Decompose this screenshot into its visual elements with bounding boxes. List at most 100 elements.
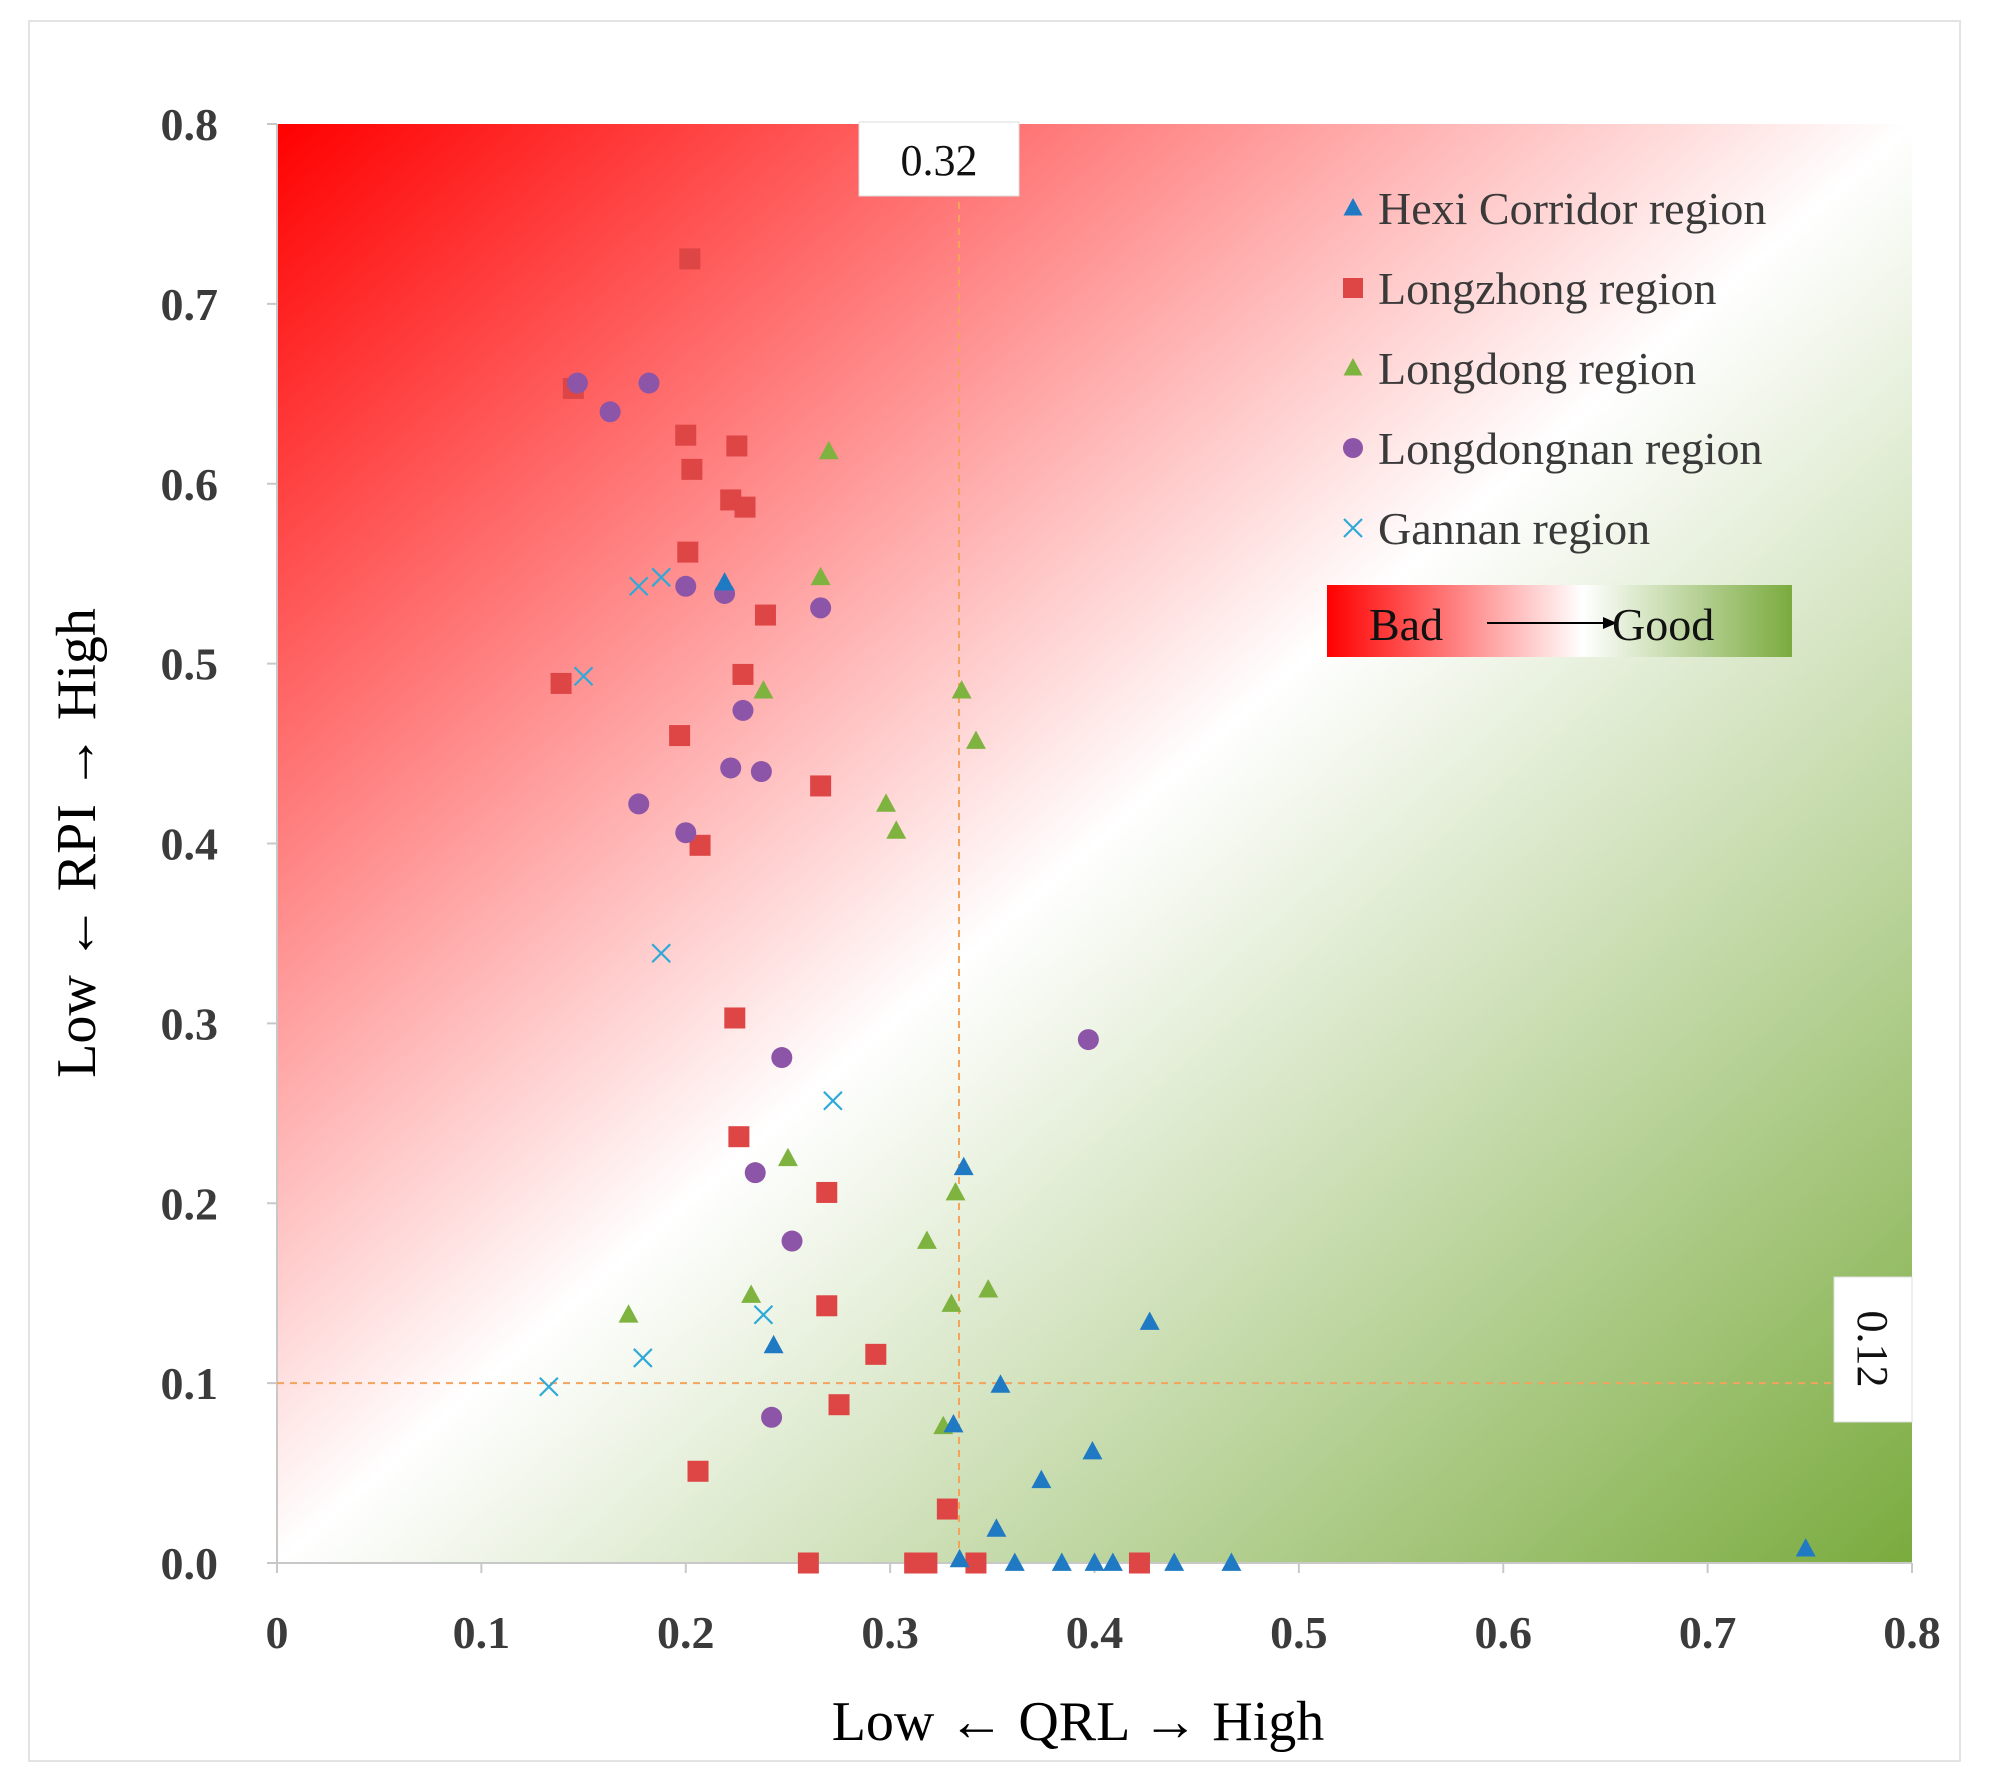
y-tick-label: 0.8: [161, 99, 219, 150]
scale-gradient-bar: [1327, 585, 1792, 657]
point-longdong-region: [916, 1230, 937, 1249]
point-longdongnan-region: [628, 793, 650, 815]
point-longdongnan-region: [675, 575, 697, 597]
legend-marker-longdongnan-region: [1343, 438, 1363, 458]
point-longdongnan-region: [675, 822, 697, 844]
y-tick-label: 0.1: [161, 1358, 219, 1409]
point-longzhong-region: [865, 1343, 887, 1365]
point-longzhong-region: [816, 1181, 838, 1203]
point-longzhong-region: [828, 1394, 850, 1416]
point-longzhong-region: [724, 1007, 746, 1029]
point-longdongnan-region: [720, 757, 742, 779]
scale-arrowhead: [1603, 617, 1617, 629]
point-gannan-region-stroke: [823, 1090, 843, 1111]
point-longdongnan-region: [1077, 1029, 1099, 1051]
point-longzhong-region: [734, 496, 756, 518]
point-hexi-corridor-region: [953, 1156, 974, 1176]
x-tick-label: 0.5: [1270, 1607, 1328, 1658]
point-longzhong-region: [754, 604, 776, 626]
x-tick-label: 0.6: [1475, 1607, 1533, 1658]
point-longdong-region: [876, 793, 897, 812]
y-tick-label: 0.7: [161, 279, 219, 330]
point-gannan-region: [651, 943, 672, 964]
point-longdongnan-region: [638, 372, 660, 394]
point-longdong-region: [741, 1284, 762, 1303]
point-hexi-corridor-region: [714, 572, 735, 591]
data-points: [539, 248, 1816, 1574]
point-gannan-region-stroke: [573, 666, 594, 686]
point-longdong-region: [978, 1279, 999, 1298]
point-gannan-region: [539, 1376, 559, 1397]
point-longdongnan-region: [810, 597, 832, 619]
y-axis-ticks: 0.0 0.1 0.2 0.3 0.4 0.5 0.6 0.7 0.8: [161, 99, 277, 1589]
x-tick-label: 0: [266, 1607, 289, 1658]
point-hexi-corridor-region: [763, 1334, 784, 1354]
legend-label-gannan-region: Gannan region: [1378, 503, 1650, 554]
point-hexi-corridor-region: [1084, 1552, 1105, 1571]
y-tick-label: 0.2: [161, 1178, 219, 1229]
point-longdongnan-region: [732, 699, 754, 721]
point-hexi-corridor-region: [1164, 1552, 1185, 1571]
point-hexi-corridor-region: [949, 1548, 970, 1568]
point-longdongnan-region: [761, 1406, 783, 1428]
point-gannan-region-stroke: [633, 1348, 653, 1368]
point-longzhong-region: [916, 1552, 938, 1574]
legend-label-longdongnan-region: Longdongnan region: [1378, 423, 1763, 474]
legend-label-longdong-region: Longdong region: [1378, 343, 1696, 394]
point-longzhong-region: [965, 1552, 987, 1574]
legend-marker-gannan-region-stroke: [1343, 518, 1363, 538]
ref-callout-x-label: 0.32: [901, 136, 978, 185]
point-hexi-corridor-region: [943, 1413, 964, 1433]
x-axis-title: Low ← QRL → High: [832, 1691, 1325, 1753]
point-hexi-corridor-region: [1221, 1552, 1242, 1571]
legend-marker-longzhong-region: [1343, 278, 1363, 298]
point-longzhong-region: [669, 725, 691, 747]
x-axis-ticks: 0 0.1 0.2 0.3 0.4 0.5 0.6 0.7 0.8: [266, 1563, 1941, 1658]
y-tick-label: 0.3: [161, 998, 219, 1049]
point-gannan-region-stroke: [651, 567, 672, 588]
ref-callout-x-box: [858, 121, 1020, 197]
point-longzhong-region: [936, 1498, 958, 1520]
y-tick-label: 0.4: [161, 819, 219, 870]
point-hexi-corridor-region: [1102, 1552, 1123, 1571]
point-gannan-region-stroke: [628, 576, 649, 597]
legend-label-longzhong-region: Longzhong region: [1378, 263, 1717, 314]
point-gannan-region: [573, 666, 594, 686]
x-tick-label: 0.8: [1883, 1607, 1941, 1658]
x-tick-label: 0.1: [453, 1607, 511, 1658]
point-longzhong-region: [810, 775, 832, 797]
point-longdong-region: [941, 1293, 962, 1312]
point-hexi-corridor-region: [1051, 1552, 1072, 1571]
point-longdong-region: [753, 680, 774, 699]
plot-background: [277, 124, 1912, 1563]
legend-marker-longdong-region: [1343, 358, 1363, 376]
ref-callout-y-label: 0.12: [1848, 1311, 1897, 1388]
point-hexi-corridor-region: [1139, 1311, 1160, 1330]
point-gannan-region-stroke: [539, 1376, 559, 1397]
point-longzhong-region: [726, 435, 748, 457]
point-gannan-region: [823, 1090, 843, 1111]
point-longzhong-region: [1128, 1552, 1150, 1574]
point-gannan-region: [651, 567, 672, 588]
point-gannan-region: [633, 1348, 653, 1368]
legend-label-hexi-corridor-region: Hexi Corridor region: [1378, 183, 1766, 234]
point-longzhong-region: [679, 248, 701, 270]
point-gannan-region-stroke: [651, 943, 672, 964]
scale-label-good: Good: [1612, 599, 1714, 650]
x-tick-label: 0.3: [861, 1607, 919, 1658]
point-longdong-region: [945, 1181, 966, 1201]
x-tick-label: 0.4: [1066, 1607, 1124, 1658]
y-tick-label: 0.6: [161, 459, 219, 510]
x-tick-label: 0.7: [1679, 1607, 1737, 1658]
point-longdong-region: [965, 730, 986, 749]
point-longdongnan-region: [750, 761, 772, 783]
point-gannan-region: [628, 576, 649, 597]
point-longdong-region: [951, 680, 972, 699]
y-tick-label: 0.0: [161, 1538, 219, 1589]
point-longzhong-region: [681, 458, 703, 480]
point-longzhong-region: [677, 541, 699, 563]
point-longdong-region: [886, 820, 907, 839]
point-gannan-region-stroke: [753, 1304, 774, 1325]
point-longzhong-region: [732, 663, 754, 685]
point-hexi-corridor-region: [1082, 1440, 1103, 1460]
